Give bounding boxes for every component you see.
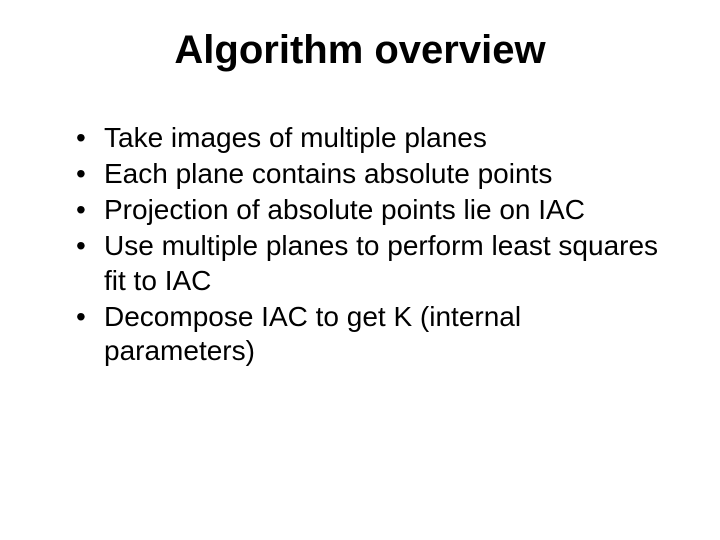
bullet-item: Projection of absolute points lie on IAC — [70, 193, 660, 227]
bullet-item: Use multiple planes to perform least squ… — [70, 229, 660, 297]
bullet-item: Take images of multiple planes — [70, 121, 660, 155]
bullet-item: Decompose IAC to get K (internal paramet… — [70, 300, 660, 368]
slide-title: Algorithm overview — [60, 28, 660, 73]
bullet-list: Take images of multiple planes Each plan… — [70, 121, 660, 368]
bullet-item: Each plane contains absolute points — [70, 157, 660, 191]
slide: Algorithm overview Take images of multip… — [0, 0, 720, 540]
